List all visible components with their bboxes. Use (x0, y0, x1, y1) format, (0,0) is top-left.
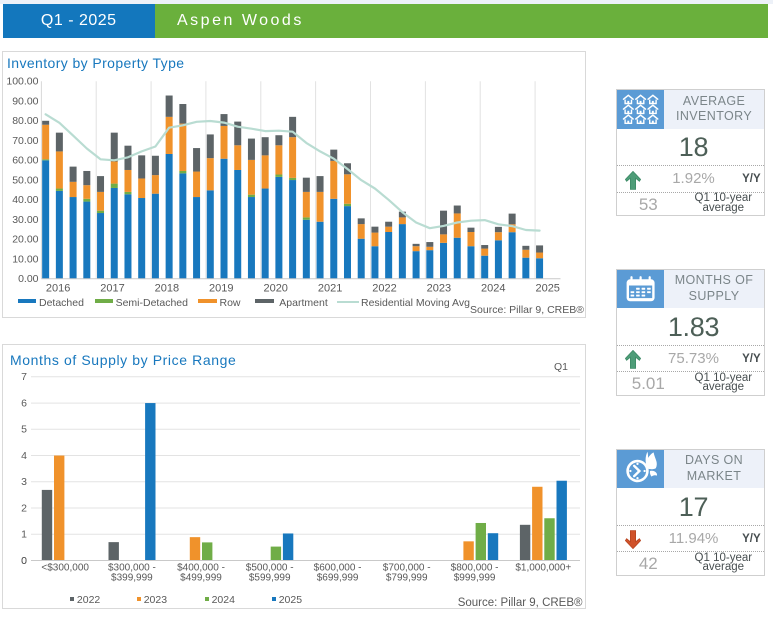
svg-text:5: 5 (21, 424, 27, 436)
svg-text:1: 1 (21, 529, 27, 541)
svg-text:2025: 2025 (535, 283, 559, 295)
svg-text:80.00: 80.00 (12, 115, 38, 127)
svg-text:$500,000 -: $500,000 - (246, 563, 294, 574)
svg-text:<$300,000: <$300,000 (41, 563, 89, 574)
svg-text:$599,999: $599,999 (249, 573, 291, 584)
svg-text:2021: 2021 (318, 283, 342, 295)
svg-text:0.00: 0.00 (18, 273, 39, 285)
svg-text:2016: 2016 (46, 283, 70, 295)
svg-text:40.00: 40.00 (12, 194, 38, 206)
svg-text:10.00: 10.00 (12, 253, 38, 265)
svg-text:$399,999: $399,999 (111, 573, 153, 584)
svg-text:$999,999: $999,999 (454, 573, 496, 584)
svg-text:$600,000 -: $600,000 - (314, 563, 362, 574)
svg-text:2: 2 (21, 502, 27, 514)
svg-text:70.00: 70.00 (12, 135, 38, 147)
svg-text:90.00: 90.00 (12, 96, 38, 108)
svg-text:2022: 2022 (372, 283, 396, 295)
svg-text:4: 4 (21, 450, 27, 462)
svg-text:20.00: 20.00 (12, 234, 38, 246)
svg-text:0: 0 (21, 555, 27, 567)
svg-text:$1,000,000+: $1,000,000+ (515, 563, 571, 574)
svg-text:2017: 2017 (100, 283, 124, 295)
svg-text:$700,000 -: $700,000 - (383, 563, 431, 574)
svg-text:3: 3 (21, 476, 27, 488)
svg-text:2024: 2024 (481, 283, 505, 295)
svg-text:50.00: 50.00 (12, 175, 38, 187)
svg-text:7: 7 (21, 371, 27, 383)
svg-text:0: 0 (21, 555, 27, 567)
svg-text:2019: 2019 (209, 283, 233, 295)
svg-text:$499,999: $499,999 (180, 573, 222, 584)
svg-text:$800,000 -: $800,000 - (451, 563, 499, 574)
svg-text:$400,000 -: $400,000 - (177, 563, 225, 574)
svg-text:$699,999: $699,999 (317, 573, 359, 584)
svg-text:30.00: 30.00 (12, 214, 38, 226)
svg-text:$799,999: $799,999 (386, 573, 428, 584)
svg-text:2018: 2018 (155, 283, 179, 295)
svg-text:$300,000 -: $300,000 - (108, 563, 156, 574)
svg-text:2023: 2023 (427, 283, 451, 295)
svg-text:60.00: 60.00 (12, 155, 38, 167)
svg-text:2020: 2020 (263, 283, 287, 295)
svg-text:100.00: 100.00 (6, 76, 38, 88)
svg-text:6: 6 (21, 398, 27, 410)
